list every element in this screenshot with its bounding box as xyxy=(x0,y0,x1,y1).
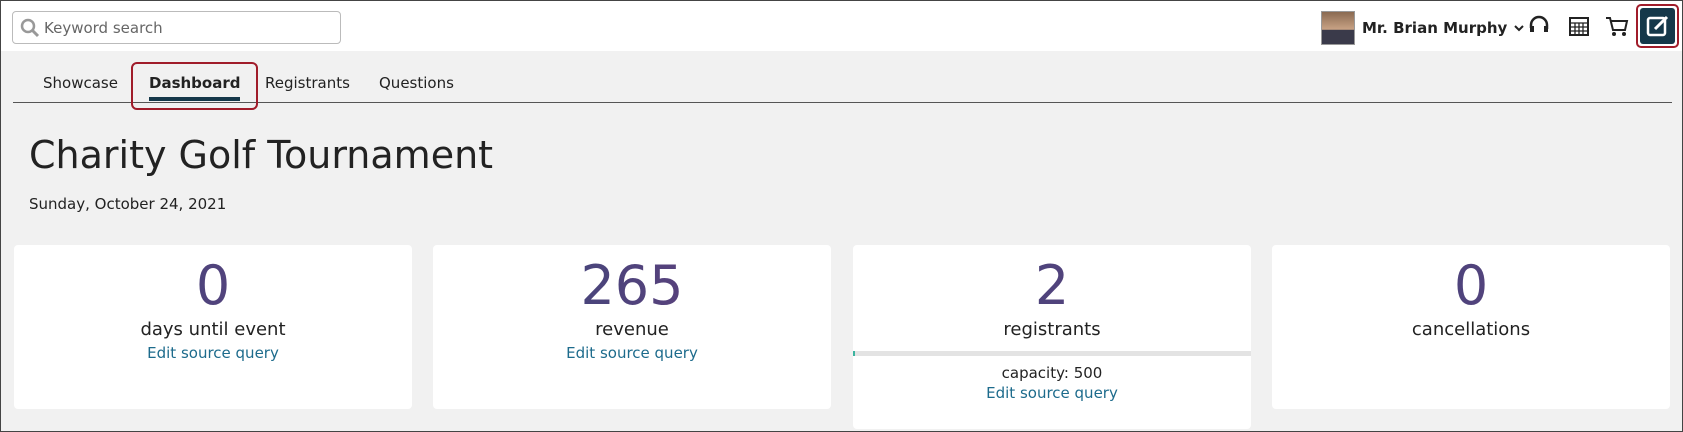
search-icon xyxy=(20,18,40,38)
capacity: capacity: 500 xyxy=(853,364,1251,382)
stat-label: cancellations xyxy=(1411,319,1531,340)
stat-value: 265 xyxy=(433,255,831,317)
stat-label: days until event xyxy=(140,319,286,340)
capacity-bar xyxy=(853,351,1251,356)
tab-bar: Showcase Dashboard Registrants Questions xyxy=(13,66,1672,103)
edit-icon xyxy=(1646,15,1669,37)
highlight-box xyxy=(131,62,258,110)
edit-link[interactable]: Edit source query xyxy=(147,344,279,362)
edit-button[interactable] xyxy=(1636,4,1679,48)
tab[interactable]: Registrants xyxy=(265,74,350,92)
edit-link[interactable]: Edit source query xyxy=(986,384,1118,402)
user-name: Mr. Brian Murphy xyxy=(1362,19,1508,37)
cart-icon[interactable] xyxy=(1605,15,1629,37)
tab[interactable]: Showcase xyxy=(43,74,118,92)
capacity-value: 500 xyxy=(1073,364,1103,382)
capacity-fill xyxy=(853,351,855,356)
stat-card: 0 days until event Edit source query xyxy=(14,245,412,409)
tab[interactable]: Questions xyxy=(379,74,454,92)
top-bar: Keyword search Mr. Brian Murphy xyxy=(1,1,1682,51)
stat-label: registrants xyxy=(1003,319,1101,340)
stat-card: 0 cancellations xyxy=(1272,245,1670,409)
stat-card: 265 revenue Edit source query xyxy=(433,245,831,409)
help-icon[interactable] xyxy=(1528,15,1550,37)
search-box[interactable]: Keyword search xyxy=(12,11,341,44)
caret xyxy=(1514,25,1525,32)
edit-link[interactable]: Edit source query xyxy=(566,344,698,362)
capacity-label: capacity: xyxy=(1001,364,1069,382)
avatar xyxy=(1321,11,1355,45)
calendar-icon[interactable] xyxy=(1568,15,1590,37)
stat-value: 0 xyxy=(14,255,412,317)
stat-label: revenue xyxy=(595,319,669,340)
stat-value: 0 xyxy=(1272,255,1670,317)
event-date: Sunday, October 24, 2021 xyxy=(29,195,227,213)
stat-value: 2 xyxy=(853,255,1251,317)
stat-card: 2 registrants capacity: 500 Edit source … xyxy=(853,245,1251,429)
search-placeholder: Keyword search xyxy=(44,19,163,37)
event-title: Charity Golf Tournament xyxy=(29,133,494,177)
user-menu[interactable]: Mr. Brian Murphy xyxy=(1321,11,1525,45)
tab-active[interactable]: Dashboard xyxy=(149,74,241,101)
